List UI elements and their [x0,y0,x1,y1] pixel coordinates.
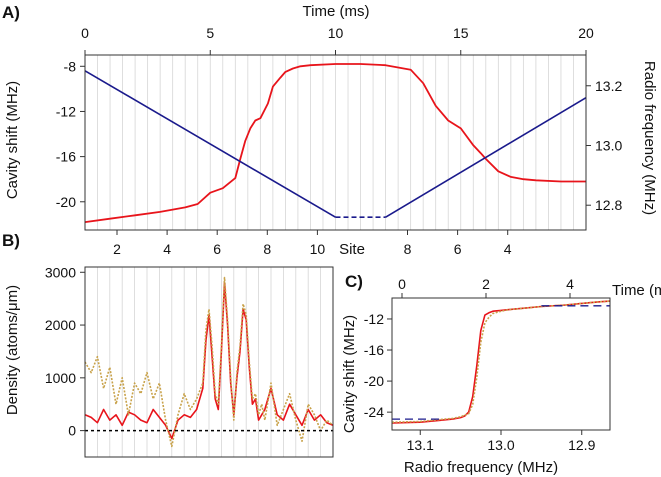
panel-a-grid [84,55,587,230]
panel-c-top-tick-label: 2 [482,276,490,292]
panel-a-top-tick-label: 10 [328,25,344,41]
panel-a-rf-ramp-down [84,70,336,218]
panel-c-top-tick-label: 0 [398,276,406,292]
panel-c-series [391,300,611,424]
panel-c-frame [391,297,611,431]
panel-c-left-axis-title: Cavity shift (MHz) [341,315,358,433]
panel-b-axis-title: Density (atoms/μm) [4,285,21,415]
panel-a-left-tick-label: -12 [56,103,76,119]
panel-a-site-tick-label: 6 [213,241,221,257]
panel-a-right-tick-label: 13.2 [595,78,622,94]
panel-c-left-tick-label: -20 [364,373,384,389]
panel-c-letter: C) [345,272,363,291]
panel-a-right-axis-title: Radio frequency (MHz) [641,61,658,215]
panel-c: C) Time (ms) Radio frequency (MHz) Cavit… [341,272,661,476]
panel-b-frame [84,266,334,458]
panel-b: B) Density (atoms/μm) 3000 2000 1000 0 [2,231,334,458]
panel-c-bottom-tick-label: 13.1 [407,437,434,453]
panel-c-left-tick-label: -24 [364,404,384,420]
panel-a-site-tick-label: 4 [163,241,171,257]
panel-b-ticks: 3000 2000 1000 0 [45,264,85,439]
panel-c-top-tick-label: 4 [566,276,574,292]
panel-a-right-tick-label: 12.8 [595,197,622,213]
panel-a-left-tick-label: -20 [56,194,76,210]
panel-b-tick-label: 1000 [45,370,76,386]
panel-a-left-tick-label: -8 [64,58,77,74]
panel-c-bottom-tick-label: 13.0 [487,437,514,453]
panel-a-left-tick-label: -16 [56,149,76,165]
panel-c-bottom-tick-label: 12.9 [568,437,595,453]
panel-c-cavity-shift-line [391,300,611,424]
panel-a-series [84,63,587,223]
panel-b-letter: B) [2,231,20,250]
panel-b-tick-label: 0 [68,423,76,439]
panel-b-grid [97,267,322,457]
panel-c-bottom-axis-title: Radio frequency (MHz) [404,459,558,476]
panel-a-rf-ramp-up [385,97,587,218]
panel-c-left-tick-label: -12 [364,311,384,327]
panel-a-right-tick-label: 13.0 [595,137,622,153]
panel-c-ticks: 13.1 13.0 12.9 0 2 4 -12 -16 -20 -24 [364,276,596,453]
panel-a-top-tick-label: 15 [453,25,469,41]
panel-a-site-tick-label: 4 [504,241,512,257]
panel-a-bottom-axis-title: Site [339,241,365,258]
panel-a-top-tick-label: 0 [81,25,89,41]
panel-c-top-axis-title: Time (ms) [612,282,661,299]
panel-c-dotted-line [391,300,611,423]
panel-c-left-tick-label: -16 [364,342,384,358]
panel-a: A) Time (ms) Cavity shift (MHz) Radio fr… [2,3,658,258]
panel-a-top-tick-label: 20 [578,25,594,41]
panel-a-site-tick-label: 8 [404,241,412,257]
panel-b-density-dotted-line [84,276,334,448]
panel-a-top-axis-title: Time (ms) [303,3,370,20]
panel-b-tick-label: 3000 [45,264,76,280]
panel-a-left-axis-title: Cavity shift (MHz) [4,81,21,199]
panel-a-site-tick-label: 6 [454,241,462,257]
panel-a-ticks: 0 5 10 15 20 -8 -12 -16 -20 13.2 13.0 12.8 2 4 6 8 10 8 6 4 [56,25,623,257]
panel-b-tick-label: 2000 [45,317,76,333]
panel-a-site-tick-label: 2 [113,241,121,257]
panel-b-series [84,276,334,448]
panel-a-site-tick-label: 8 [263,241,271,257]
panel-a-site-tick-label: 10 [310,241,326,257]
panel-a-top-tick-label: 5 [206,25,214,41]
panel-a-letter: A) [2,3,20,22]
